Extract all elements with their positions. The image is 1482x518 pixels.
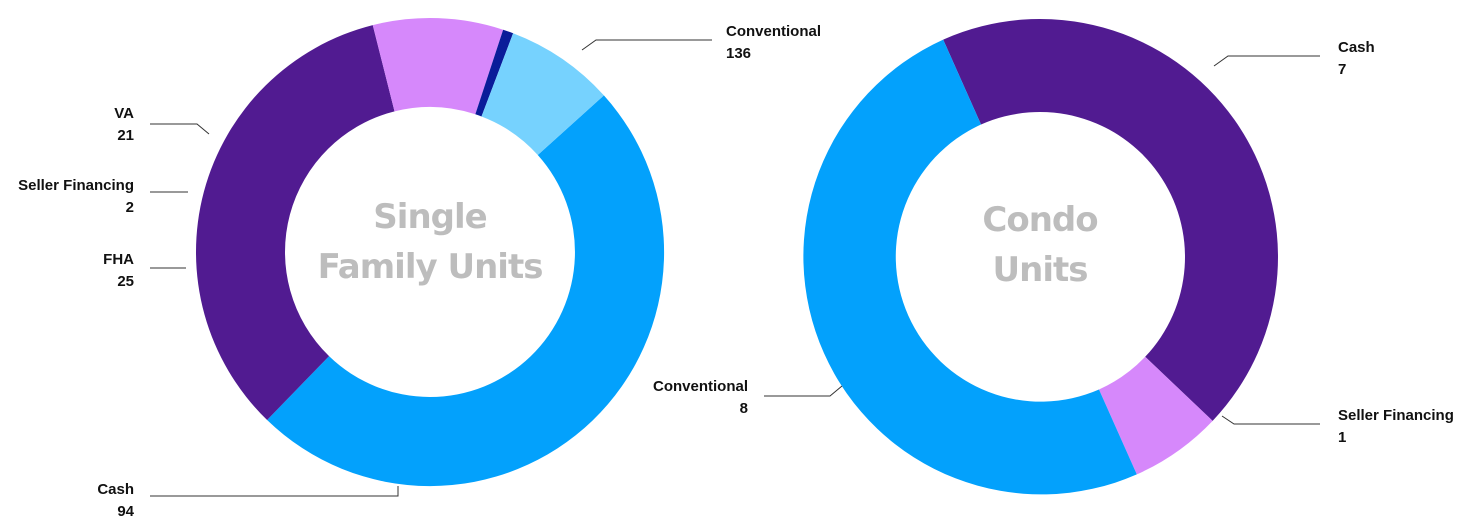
slice-value-conventional: 8 — [740, 400, 748, 417]
center-label-line-1: Condo — [982, 200, 1097, 240]
leader-line-cash — [150, 486, 399, 497]
slice-cash — [943, 19, 1278, 421]
slice-label-seller-financing: Seller Financing — [18, 177, 134, 194]
slice-seller-financing — [1098, 356, 1213, 475]
slice-label-conventional: Conventional — [653, 378, 748, 395]
slice-label-conventional: Conventional — [726, 23, 821, 40]
slice-value-va: 21 — [117, 127, 134, 144]
slice-conventional — [267, 95, 665, 487]
chart-condo: Cash 7 Seller Financing 1 Conventional 8 Cond… — [653, 19, 1454, 495]
slice-conventional — [803, 39, 1137, 495]
slice-value-fha: 25 — [117, 273, 134, 290]
center-label-line-2: Family Units — [318, 247, 543, 287]
slice-value-cash: 7 — [1338, 61, 1346, 78]
center-label-line-1: Single — [373, 197, 486, 237]
leader-line-cash — [1213, 55, 1320, 67]
slice-label-fha: FHA — [103, 251, 134, 268]
chart-single-family: Conventional 136 Cash 94 FHA 25 Seller Financi… — [18, 18, 821, 518]
slice-fha — [372, 18, 504, 115]
leader-line-va — [150, 123, 210, 135]
center-label-line-2: Units — [993, 250, 1088, 290]
slice-va — [481, 33, 604, 155]
slice-label-va: VA — [114, 105, 134, 122]
slice-cash — [195, 25, 395, 421]
slice-label-cash: Cash — [1338, 39, 1375, 56]
slice-value-conventional: 136 — [726, 45, 751, 62]
slice-seller-financing — [475, 29, 514, 117]
labels-single-family: Conventional 136 Cash 94 FHA 25 Seller Financi… — [18, 23, 821, 518]
slice-label-cash: Cash — [97, 481, 134, 498]
labels-condo: Cash 7 Seller Financing 1 Conventional 8 — [653, 39, 1454, 446]
slices-condo — [803, 19, 1278, 495]
leader-line-seller-financing — [1221, 415, 1320, 425]
slice-value-cash: 94 — [117, 503, 134, 518]
leader-line-conventional — [581, 39, 712, 51]
slice-value-seller-financing: 1 — [1338, 429, 1346, 446]
slice-value-seller-financing: 2 — [126, 199, 134, 216]
slice-label-seller-financing: Seller Financing — [1338, 407, 1454, 424]
slices-single-family — [195, 18, 665, 487]
leader-line-conventional — [764, 385, 843, 397]
